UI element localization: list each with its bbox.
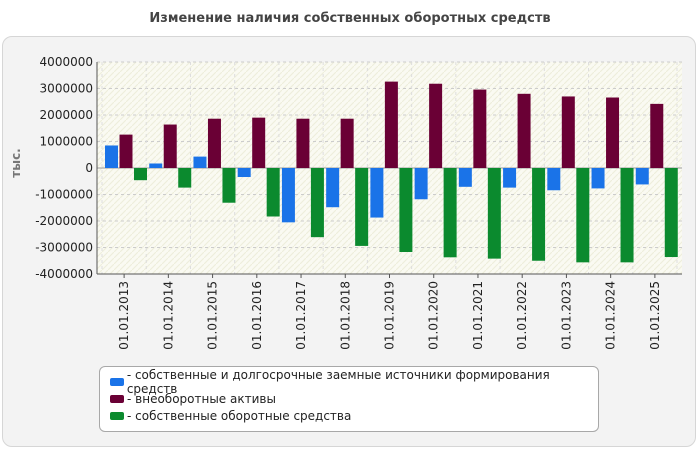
bar-series-0-01.01.2021 bbox=[458, 168, 472, 187]
legend-swatch-working-capital bbox=[110, 411, 124, 420]
bar-series-0-01.01.2013 bbox=[105, 145, 118, 168]
bar-series-1-01.01.2024 bbox=[606, 97, 620, 168]
x-tick-label: 01.01.2013 bbox=[117, 281, 131, 350]
bar-series-2-01.01.2018 bbox=[355, 168, 369, 246]
bar-series-2-01.01.2020 bbox=[443, 168, 457, 258]
chart-title: Изменение наличия собственных оборотных … bbox=[149, 11, 551, 26]
bar-series-1-01.01.2022 bbox=[517, 93, 531, 168]
bar-series-2-01.01.2015 bbox=[222, 168, 236, 203]
bar-series-1-01.01.2018 bbox=[340, 118, 354, 168]
y-tick-label: -1000000 bbox=[35, 188, 93, 202]
bar-series-2-01.01.2017 bbox=[310, 168, 324, 238]
x-tick-label: 01.01.2019 bbox=[383, 281, 397, 350]
legend-swatch-noncurrent-assets bbox=[110, 394, 124, 403]
legend-swatch-sources bbox=[110, 377, 124, 386]
legend-label-noncurrent-assets: - внеоборотные активы bbox=[127, 391, 276, 406]
bar-series-0-01.01.2025 bbox=[635, 168, 649, 185]
legend-item-sources: - собственные и долгосрочные заемные ист… bbox=[110, 368, 598, 396]
x-tick-label: 01.01.2018 bbox=[338, 281, 352, 350]
y-tick-label: -2000000 bbox=[35, 214, 93, 228]
bar-series-0-01.01.2017 bbox=[281, 168, 295, 223]
x-tick-label: 01.01.2022 bbox=[515, 281, 529, 350]
bar-series-0-01.01.2020 bbox=[414, 168, 428, 200]
y-tick-label: 4000000 bbox=[40, 55, 93, 69]
bar-series-2-01.01.2016 bbox=[266, 168, 280, 217]
bar-series-2-01.01.2022 bbox=[532, 168, 546, 261]
legend-item-noncurrent-assets: - внеоборотные активы bbox=[110, 390, 598, 407]
bar-series-0-01.01.2023 bbox=[547, 168, 561, 191]
x-tick-label: 01.01.2025 bbox=[648, 281, 662, 350]
bar-series-0-01.01.2015 bbox=[193, 156, 207, 168]
bar-series-0-01.01.2014 bbox=[149, 163, 163, 168]
bar-series-1-01.01.2017 bbox=[296, 118, 310, 168]
x-tick-label: 01.01.2021 bbox=[471, 281, 485, 350]
chart-legend: - собственные и долгосрочные заемные ист… bbox=[99, 366, 599, 432]
x-tick-label: 01.01.2023 bbox=[559, 281, 573, 350]
y-tick-label: -3000000 bbox=[35, 241, 93, 255]
bar-series-1-01.01.2025 bbox=[650, 103, 664, 168]
bar-series-0-01.01.2019 bbox=[370, 168, 384, 218]
bar-series-0-01.01.2024 bbox=[591, 168, 605, 189]
x-tick-label: 01.01.2020 bbox=[427, 281, 441, 350]
bar-series-2-01.01.2024 bbox=[620, 168, 634, 263]
y-tick-label: 2000000 bbox=[40, 108, 93, 122]
x-tick-label: 01.01.2016 bbox=[250, 281, 264, 350]
bar-series-2-01.01.2025 bbox=[664, 168, 678, 258]
bar-series-1-01.01.2021 bbox=[473, 89, 487, 168]
bar-series-1-01.01.2014 bbox=[163, 124, 177, 168]
bar-series-1-01.01.2016 bbox=[252, 117, 266, 168]
legend-label-sources: - собственные и долгосрочные заемные ист… bbox=[126, 367, 550, 396]
bar-series-1-01.01.2020 bbox=[429, 83, 443, 168]
x-tick-label: 01.01.2024 bbox=[604, 281, 618, 350]
bar-series-0-01.01.2016 bbox=[237, 168, 251, 178]
y-tick-label: -4000000 bbox=[35, 267, 93, 281]
legend-label-working-capital: - собственные оборотные средства bbox=[127, 408, 352, 423]
bar-series-1-01.01.2013 bbox=[119, 134, 133, 168]
bar-series-0-01.01.2018 bbox=[326, 168, 340, 208]
bar-series-0-01.01.2022 bbox=[503, 168, 517, 188]
bar-series-2-01.01.2014 bbox=[178, 168, 192, 188]
bar-series-2-01.01.2019 bbox=[399, 168, 413, 253]
bar-series-1-01.01.2015 bbox=[207, 118, 221, 168]
bar-series-1-01.01.2019 bbox=[384, 81, 398, 168]
bar-series-2-01.01.2013 bbox=[134, 168, 147, 181]
x-tick-label: 01.01.2014 bbox=[161, 281, 175, 350]
y-axis-label: тыс. bbox=[9, 148, 23, 177]
x-tick-label: 01.01.2017 bbox=[294, 281, 308, 350]
y-tick-label: 0 bbox=[85, 161, 93, 175]
y-tick-label: 3000000 bbox=[40, 82, 93, 96]
bar-series-1-01.01.2023 bbox=[561, 96, 575, 168]
bar-series-2-01.01.2021 bbox=[487, 168, 501, 259]
legend-item-working-capital: - собственные оборотные средства bbox=[110, 407, 598, 424]
bar-series-2-01.01.2023 bbox=[576, 168, 590, 263]
y-tick-label: 1000000 bbox=[40, 135, 93, 149]
x-tick-label: 01.01.2015 bbox=[206, 281, 220, 350]
